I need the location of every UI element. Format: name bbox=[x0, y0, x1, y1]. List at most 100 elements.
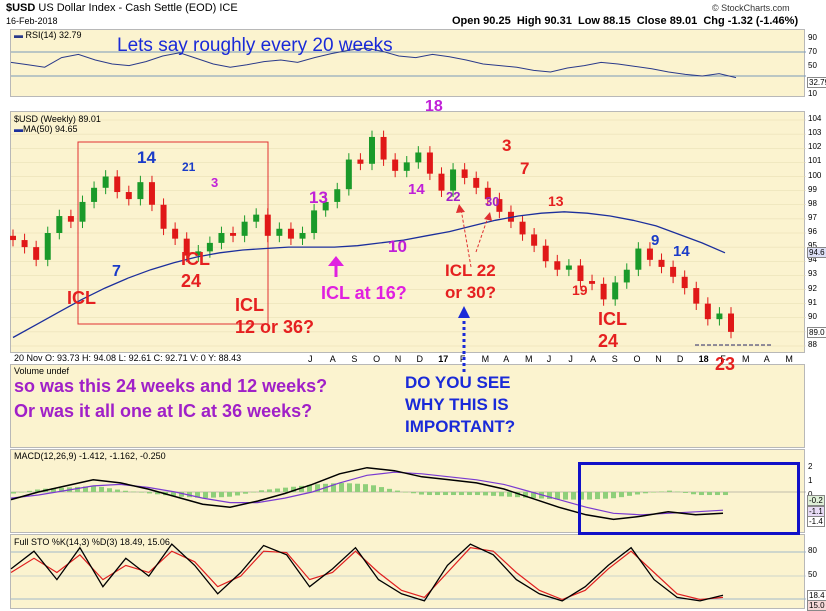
macd-histogram-bar bbox=[291, 486, 296, 492]
macd-histogram-bar bbox=[371, 485, 376, 492]
x-axis-label: N bbox=[394, 354, 402, 364]
macd-histogram-bar bbox=[307, 484, 312, 492]
arrow-30-head bbox=[484, 212, 492, 221]
x-axis-label: D bbox=[416, 354, 424, 364]
rsi-panel bbox=[10, 29, 806, 97]
macd-histogram-bar bbox=[531, 492, 536, 499]
chart-symbol-line: $USD US Dollar Index - Cash Settle (EOD)… bbox=[6, 2, 238, 14]
macd-histogram-bar bbox=[499, 492, 504, 497]
macd-histogram-bar bbox=[363, 484, 368, 492]
macd-histogram-bar bbox=[131, 491, 136, 493]
candle-body bbox=[577, 265, 584, 282]
candle-body bbox=[357, 159, 364, 164]
macd-tag-hist: -0.2 bbox=[807, 495, 825, 506]
macd-histogram-bar bbox=[259, 490, 264, 492]
candle-body bbox=[172, 228, 179, 239]
price-tick: 90 bbox=[808, 311, 817, 321]
annotation-icl-22-30-line2: or 30? bbox=[445, 283, 497, 302]
annotation-19: 19 bbox=[572, 282, 588, 298]
x-axis-label: A bbox=[590, 354, 597, 364]
price-tick: 103 bbox=[808, 128, 822, 138]
rsi-tick: 70 bbox=[808, 47, 817, 56]
annotation-icl-22-30-line1: ICL 22 bbox=[445, 261, 496, 280]
candle-body bbox=[44, 233, 51, 260]
candle-body bbox=[241, 221, 248, 236]
x-axis-label: J bbox=[546, 354, 552, 364]
ma-value-tag: 94.6 bbox=[807, 247, 826, 258]
annotation-3-a: 3 bbox=[211, 175, 219, 190]
macd-histogram-bar bbox=[155, 492, 160, 495]
macd-histogram-bar bbox=[395, 490, 400, 492]
macd-histogram-bar bbox=[571, 492, 576, 500]
macd-histogram-bar bbox=[107, 488, 112, 492]
candle-body bbox=[287, 228, 294, 239]
annotation-icl-12-36: ICL 12 or 36? bbox=[235, 294, 314, 338]
low-value: Low 88.15 bbox=[577, 15, 631, 27]
candle-body bbox=[670, 266, 677, 277]
annotation-important-line1: DO YOU SEE bbox=[405, 373, 511, 392]
candle-body bbox=[635, 248, 642, 270]
candle-body bbox=[56, 216, 63, 233]
annotation-18: 18 bbox=[425, 98, 443, 115]
candle-body bbox=[450, 169, 457, 191]
macd-histogram-bar bbox=[387, 488, 392, 492]
volume-label: Volume undef bbox=[14, 366, 70, 376]
ohlc-readout: 20 Nov O: 93.73 H: 94.08 L: 92.61 C: 92.… bbox=[14, 353, 242, 363]
annotation-question-2: Or was it all one at IC at 36 weeks? bbox=[14, 401, 313, 421]
annotation-icl-24-a: ICL 24 bbox=[181, 248, 210, 292]
arrow-30 bbox=[475, 216, 489, 253]
candle-body bbox=[253, 214, 260, 222]
candle-body bbox=[67, 216, 74, 222]
candle-body bbox=[195, 251, 202, 256]
candle-body bbox=[276, 228, 283, 236]
annotation-icl-1: ICL bbox=[67, 288, 96, 308]
candle-body bbox=[600, 283, 607, 300]
macd-histogram-bar bbox=[595, 492, 600, 500]
price-svg bbox=[10, 119, 806, 347]
x-axis-label: N bbox=[655, 354, 662, 364]
x-axis-label: J bbox=[568, 354, 573, 364]
sto-k-line bbox=[10, 543, 724, 602]
candle-body bbox=[102, 176, 109, 188]
x-axis-label: M bbox=[525, 354, 533, 364]
x-axis-label: M bbox=[742, 354, 750, 364]
annotation-10: 10 bbox=[388, 237, 407, 256]
candle-body bbox=[183, 238, 190, 256]
candle-body bbox=[554, 261, 561, 270]
annotation-13-a: 13 bbox=[309, 188, 328, 207]
x-axis-label: M bbox=[785, 354, 793, 364]
candle-body bbox=[716, 313, 723, 320]
ohlc-summary: Open 90.25 High 90.31 Low 88.15 Close 89… bbox=[452, 15, 798, 27]
macd-histogram-bar bbox=[75, 486, 80, 492]
price-panel bbox=[10, 111, 806, 353]
macd-histogram-bar bbox=[459, 492, 464, 496]
macd-histogram-bar bbox=[643, 492, 648, 494]
candle-body bbox=[79, 201, 86, 222]
macd-histogram-bar bbox=[667, 490, 672, 492]
x-axis-label: 17 bbox=[438, 354, 449, 364]
price-tick: 98 bbox=[808, 198, 817, 208]
macd-histogram-bar bbox=[515, 492, 520, 498]
candle-body bbox=[137, 182, 144, 200]
candle-body bbox=[369, 136, 375, 164]
macd-histogram-bar bbox=[227, 492, 232, 497]
price-label-text: $USD (Weekly) 89.01 bbox=[14, 114, 101, 124]
annotation-icl-24-a-line2: 24 bbox=[181, 271, 202, 291]
watermark: © StockCharts.com bbox=[712, 3, 790, 13]
annotation-14-b: 14 bbox=[408, 181, 425, 198]
ma-label-text: MA(50) 94.65 bbox=[23, 124, 78, 134]
candle-body bbox=[322, 201, 329, 211]
macd-histogram-bar bbox=[35, 489, 40, 492]
macd-svg bbox=[10, 466, 806, 521]
macd-histogram-bar bbox=[339, 482, 344, 492]
candle-body bbox=[484, 187, 491, 200]
candle-body bbox=[311, 210, 318, 233]
rsi-label-text: RSI(14) 32.79 bbox=[25, 30, 82, 40]
macd-histogram-bar bbox=[619, 492, 624, 498]
x-axis-label: A bbox=[329, 354, 336, 364]
change-value: Chg -1.32 (-1.46%) bbox=[703, 15, 799, 27]
sto-tick: 50 bbox=[808, 570, 817, 579]
macd-tick: 2 bbox=[808, 462, 813, 471]
annotation-22: 22 bbox=[446, 189, 461, 204]
macd-histogram-bar bbox=[427, 492, 432, 496]
